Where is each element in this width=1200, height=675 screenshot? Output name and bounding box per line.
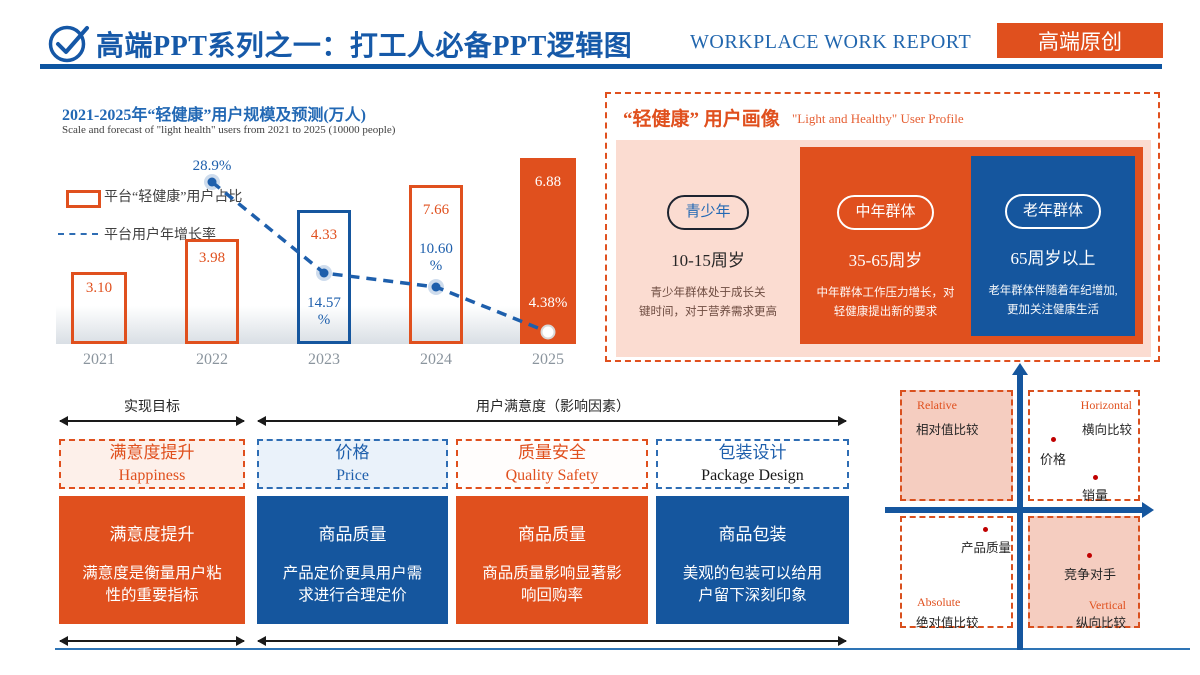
legend-bar-swatch (66, 190, 101, 208)
bar-value: 4.33 (310, 227, 338, 243)
data-point-dot (1087, 553, 1092, 558)
x-label: 2023 (308, 351, 340, 368)
quadrant-br-en: Vertical (1088, 598, 1126, 612)
x-label: 2025 (532, 351, 564, 368)
bar-2022: 3.98 (185, 239, 239, 344)
bar-2024: 7.66 10.60 % (409, 185, 463, 344)
footer-divider (55, 648, 1190, 650)
bar-value: 7.66 (422, 202, 450, 218)
profile-card-elderly (971, 156, 1135, 336)
double-arrow (257, 416, 847, 426)
bar-2021: 3.10 (71, 272, 127, 344)
profile-title: “轻健康” 用户画像 (623, 109, 780, 130)
bar-2025: 6.88 4.38% (520, 158, 576, 344)
dashed-box-line2: Happiness (118, 466, 186, 484)
group-pill: 老年群体 (1004, 194, 1101, 229)
solid-box-package: 商品包装 美观的包装可以给用 户留下深刻印象 (656, 496, 849, 624)
quadrant-point-competitor: 竞争对手 (1063, 567, 1116, 582)
profile-group-teen: 青少年 10-15周岁 青少年群体处于成长关 键时间，对于营养需求更高 (616, 147, 800, 322)
chart-title: 2021-2025年“轻健康”用户规模及预测(万人) (62, 107, 366, 124)
growth-label-2022: 28.9% (192, 158, 232, 174)
quadrant-top-right (1028, 390, 1140, 501)
data-point-dot (983, 527, 988, 532)
quadrant-point-sales: 销量 (1081, 488, 1108, 503)
solid-box-body: 满意度是衡量用户粘 性的重要指标 (82, 565, 222, 605)
solid-box-title: 商品质量 (318, 525, 387, 544)
flow-label-satisfaction: 用户满意度（影响因素） (476, 400, 630, 415)
group-age: 35-65周岁 (848, 251, 923, 270)
chart-base-shadow (56, 306, 576, 344)
x-label: 2022 (196, 351, 228, 368)
solid-box-quality: 商品质量 商品质量影响显著影 响回购率 (456, 496, 648, 624)
quadrant-tr-en: Horizontal (1080, 398, 1132, 412)
profile-group-elderly: 老年群体 65周岁以上 老年群体伴随着年纪增加, 更加关注健康生活 (971, 156, 1135, 320)
x-label: 2024 (420, 351, 452, 368)
header-divider (40, 64, 1162, 69)
solid-box-title: 满意度提升 (109, 525, 195, 544)
group-pill: 青少年 (667, 195, 749, 230)
bar-value: 6.88 (534, 174, 562, 190)
group-age: 10-15周岁 (671, 251, 745, 270)
solid-box-price: 商品质量 产品定价更具用户需 求进行合理定价 (257, 496, 448, 624)
flow-label-goal: 实现目标 (124, 400, 180, 415)
data-point-dot (1093, 475, 1098, 480)
x-label: 2021 (83, 351, 115, 368)
quadrant-top-left (900, 390, 1013, 501)
group-desc: 中年群体工作压力增长，对 轻健康提出新的要求 (816, 287, 955, 318)
profile-subtitle: "Light and Healthy" User Profile (792, 111, 964, 126)
group-desc: 青少年群体处于成长关 键时间，对于营养需求更高 (639, 287, 777, 318)
dashed-box-line1: 满意度提升 (109, 442, 195, 462)
dashed-box-price: 价格 Price (257, 439, 448, 489)
chart-subtitle: Scale and forecast of "light health" use… (62, 124, 396, 136)
quadrant-br-zh: 纵向比较 (1075, 616, 1126, 630)
dashed-box-package: 包装设计 Package Design (656, 439, 849, 489)
quadrant-bottom-left (900, 516, 1013, 628)
growth-label: 10.60 % (419, 241, 453, 274)
quadrant-tl-en: Relative (917, 398, 957, 412)
quadrant-point-price: 价格 (1039, 452, 1066, 467)
legend-line-swatch (58, 233, 98, 235)
badge-original: 高端原创 (997, 23, 1163, 58)
solid-box-body: 美观的包装可以给用 户留下深刻印象 (682, 565, 823, 605)
dashed-box-line1: 包装设计 (718, 442, 787, 462)
solid-box-body: 商品质量影响显著影 响回购率 (482, 565, 622, 605)
quadrant-bl-zh: 绝对值比较 (916, 616, 979, 630)
page-subtitle-en: WORKPLACE WORK REPORT (690, 31, 972, 53)
solid-box-title: 商品质量 (518, 525, 586, 544)
quadrant-tr-zh: 横向比较 (1081, 423, 1132, 437)
double-arrow (59, 636, 245, 646)
check-circle-icon (48, 25, 89, 63)
growth-line (204, 174, 556, 340)
quadrant-point-product-quality: 产品质量 (960, 541, 1011, 555)
double-arrow (257, 636, 847, 646)
quadrant-bottom-right (1028, 516, 1140, 628)
bar-value: 3.10 (85, 280, 113, 296)
data-point-dot (1051, 437, 1056, 442)
dashed-box-happiness: 满意度提升 Happiness (59, 439, 245, 489)
dashed-box-line2: Price (336, 466, 369, 484)
bar-value: 3.98 (198, 250, 226, 266)
group-age: 65周岁以上 (1010, 249, 1096, 268)
legend-bar-label: 平台“轻健康”用户占比 (104, 190, 243, 205)
dashed-box-quality: 质量安全 Quality Safety (456, 439, 648, 489)
quadrant-tl-zh: 相对值比较 (916, 423, 979, 437)
dashed-box-line2: Quality Safety (505, 466, 599, 484)
solid-box-body: 产品定价更具用户需 求进行合理定价 (282, 565, 423, 605)
growth-label: 4.38% (528, 295, 568, 311)
solid-box-title: 商品包装 (718, 525, 787, 544)
double-arrow (59, 416, 245, 426)
dashed-box-line1: 价格 (335, 442, 370, 462)
quadrant-bl-en: Absolute (917, 595, 961, 609)
growth-label: 14.57 % (307, 295, 341, 328)
dashed-box-line1: 质量安全 (518, 442, 586, 462)
quadrant-x-axis (885, 502, 1154, 518)
dashed-box-line2: Package Design (701, 466, 804, 484)
group-desc: 老年群体伴随着年纪增加, 更加关注健康生活 (988, 285, 1118, 316)
group-pill: 中年群体 (837, 195, 934, 230)
solid-box-happiness: 满意度提升 满意度是衡量用户粘 性的重要指标 (59, 496, 245, 624)
page-title: 高端PPT系列之一：打工人必备PPT逻辑图 (96, 31, 633, 62)
profile-group-middle: 中年群体 35-65周岁 中年群体工作压力增长，对 轻健康提出新的要求 (800, 147, 971, 322)
